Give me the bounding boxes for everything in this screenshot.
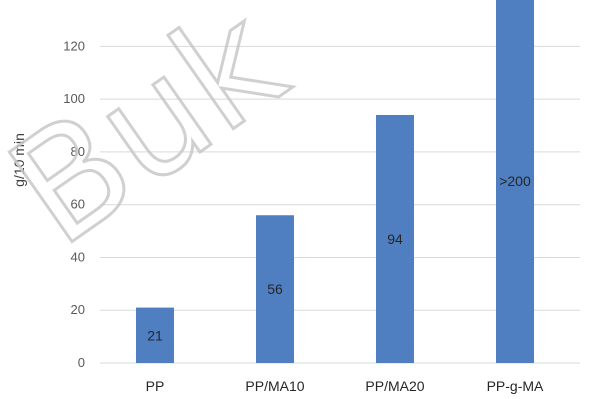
- y-tick-label: 60: [71, 197, 85, 212]
- y-tick-label: 20: [71, 302, 85, 317]
- data-label: 56: [267, 281, 283, 297]
- category-labels: PP PP/MA10 PP/MA20 PP-g-MA: [146, 378, 544, 394]
- bar: [376, 114, 414, 363]
- bar: [136, 307, 174, 363]
- bar: [256, 215, 294, 363]
- data-label: 21: [147, 327, 163, 343]
- y-tick-labels: 0 20 40 60 80 100 120: [63, 38, 85, 370]
- category-label: PP: [146, 378, 165, 394]
- y-tick-label: 0: [78, 355, 85, 370]
- bar: [496, 0, 534, 364]
- gridlines: [100, 45, 580, 364]
- y-tick-label: 80: [71, 144, 85, 159]
- category-label: PP/MA20: [365, 378, 424, 394]
- y-tick-label: 40: [71, 249, 85, 264]
- y-axis-title: g/10 min: [11, 133, 27, 187]
- category-label: PP-g-MA: [487, 378, 544, 394]
- data-labels: 21 56 94 >200: [147, 173, 531, 343]
- category-label: PP/MA10: [245, 378, 304, 394]
- data-label: >200: [499, 173, 531, 189]
- y-tick-label: 120: [63, 38, 85, 53]
- y-tick-label: 100: [63, 91, 85, 106]
- data-label: 94: [387, 231, 403, 247]
- bars: [136, 0, 534, 364]
